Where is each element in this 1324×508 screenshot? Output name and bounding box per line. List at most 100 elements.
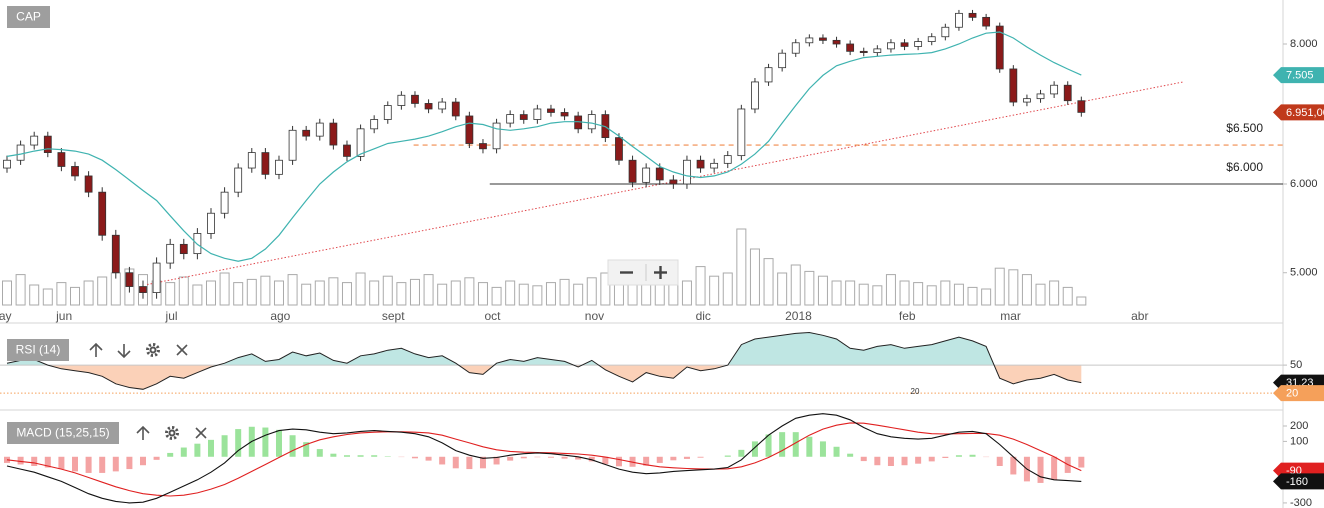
volume-bar [341,282,352,306]
rsi-header[interactable] [7,339,69,361]
volume-bar [885,274,896,306]
candle-body [683,159,691,185]
volume-bar [369,280,380,306]
y-tick-label: -300 [1290,497,1312,508]
candle-body [234,167,243,193]
histogram-bar [996,456,1003,466]
histogram-bar [915,456,922,464]
candle-body [710,162,719,169]
volume-bar [477,282,488,306]
candle-body [84,175,93,193]
volume-bar [736,228,747,306]
candle-body [343,144,351,157]
histogram-bar [928,456,935,462]
trend-line [146,81,1184,286]
ma-badge-label: 7.505 [1286,69,1314,81]
volume-bar [260,275,271,306]
candle-body [1050,84,1059,95]
volume-bar [29,284,40,306]
candle-body [560,112,569,117]
y-tick-label: 8.000 [1290,38,1318,50]
volume-bar [899,280,910,306]
candle-body [955,12,963,28]
volume-bar [205,280,216,306]
candle-body [397,94,406,106]
histogram-bar [860,456,867,462]
x-tick-label: oct [484,309,501,323]
volume-bar [872,285,883,306]
volume-bar [845,280,856,306]
candle-body [220,191,229,214]
candle-body [1009,68,1018,103]
volume-bar [314,280,325,306]
close-icon[interactable] [195,427,207,439]
y-tick-label: 5.000 [1290,267,1318,279]
price-badge-label: 6.951,00 [1286,107,1324,119]
histogram-bar [167,452,174,457]
histogram-bar [235,429,242,457]
histogram-bar [819,441,826,457]
level-badge [1273,385,1324,402]
volume-bar [382,275,393,306]
histogram-bar [792,432,799,457]
symbol-box[interactable] [7,6,50,28]
candle-body [547,108,555,113]
macd-header[interactable] [7,422,119,444]
macd-badge-label: -160 [1286,476,1308,488]
histogram-bar [17,456,24,465]
candle-body [941,26,950,38]
macd-title: MACD (15,25,15) [16,426,109,440]
histogram-bar [887,456,894,466]
candle-body [411,94,419,104]
candle-body [302,129,311,137]
histogram-bar [316,449,323,457]
rsi-line [6,331,1082,390]
volume-bar [967,286,978,306]
histogram-bar [602,456,609,465]
histogram-bar [357,455,364,457]
candle-body [152,262,161,293]
volume-bar [858,283,869,306]
volume-bar [178,276,189,306]
volume-bar [994,267,1005,306]
level-badge-label: 20 [1286,387,1298,399]
x-tick-label: may [0,309,12,323]
volume-bar [518,283,529,306]
close-icon[interactable] [176,344,188,356]
volume-bar [355,272,366,306]
histogram-bar [194,443,201,457]
candle-body [43,135,52,153]
histogram-bar [275,429,282,457]
candle-body [832,39,841,45]
volume-bar [709,275,720,306]
volume-bar [1021,274,1032,306]
candle-body [261,152,270,175]
candle-body [98,191,107,236]
volume-bar [1076,296,1087,306]
volume-bar [15,274,26,306]
candle-body [275,159,283,175]
volume-bar [790,264,801,306]
rsi-area-below [47,365,1082,390]
histogram-bar [1051,456,1058,480]
settings-icon[interactable] [165,426,179,440]
histogram-bar [561,456,568,459]
candle-body [615,137,623,161]
x-tick-label: mar [1000,309,1021,323]
volume-bar [56,282,67,306]
zoom-bar [607,259,679,286]
volume-bar [600,272,611,306]
volume-bar [695,266,706,306]
histogram-bar [575,456,582,460]
volume-bar [83,280,94,306]
macd-line [6,413,1082,504]
candle-body [492,122,501,150]
histogram-bar [670,456,677,461]
settings-icon [170,431,174,435]
candle-body [506,114,515,124]
settings-icon[interactable] [146,343,160,357]
histogram-bar [847,453,854,457]
candle-body [1077,100,1086,113]
volume-bar [926,285,937,306]
candle-body [805,37,814,44]
